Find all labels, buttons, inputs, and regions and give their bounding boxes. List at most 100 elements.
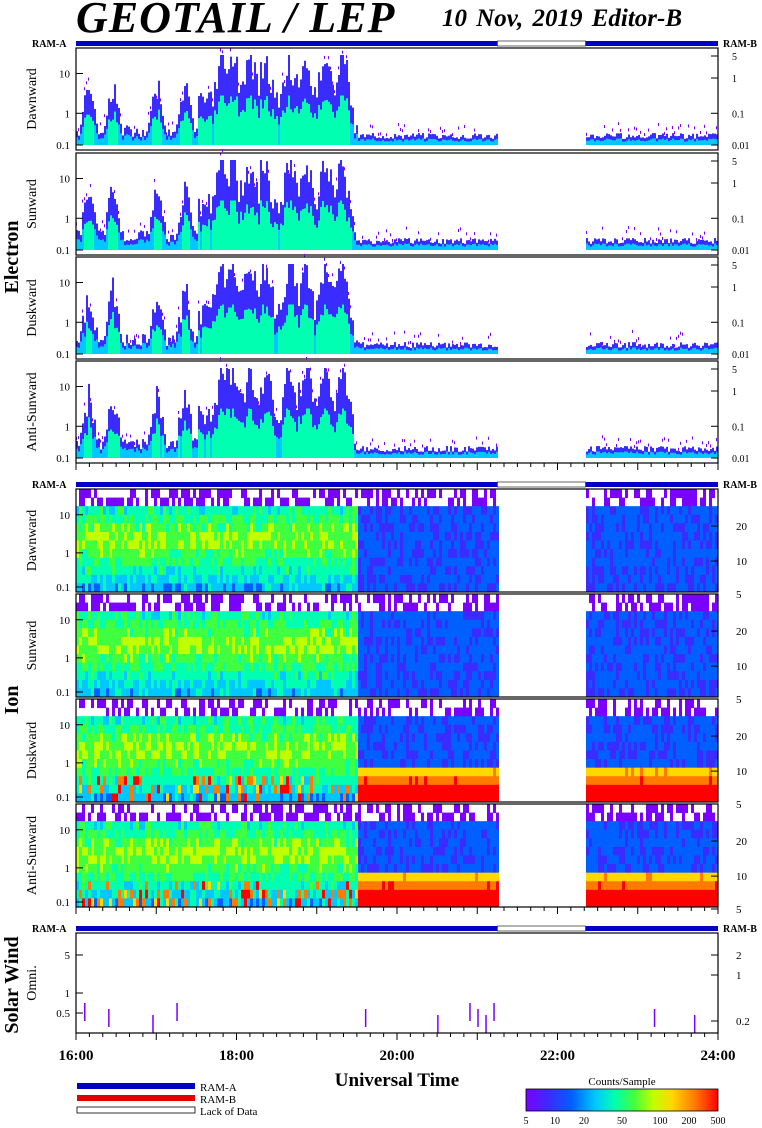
electron-panel-4-column-core: [82, 438, 84, 458]
electron-panel-1-column-core: [332, 111, 334, 145]
electron-panel-1-column-core: [344, 100, 346, 145]
ion-panel-2-cell: [91, 654, 94, 664]
ion-panel-1-cell: [421, 489, 424, 499]
ion-panel-1-cell: [700, 531, 703, 541]
ion-panel-1-cell: [328, 583, 331, 593]
electron-panel-3-column-core: [250, 309, 252, 354]
ion-panel-2-cell: [76, 654, 79, 664]
electron-panel-2-column-core: [474, 243, 476, 250]
ion-panel-1-cell: [304, 540, 307, 550]
ion-panel-1-cell: [196, 506, 199, 516]
ion-panel-1-cell: [283, 506, 286, 516]
ion-panel-1-cell: [211, 557, 214, 567]
electron-panel-1-column-core: [198, 118, 200, 145]
ion-panel-1-cell: [445, 549, 448, 559]
ion-panel-1-cell: [199, 557, 202, 567]
ion-panel-2-cell: [130, 671, 133, 681]
ion-panel-1-cell: [241, 583, 244, 593]
electron-panel-2-speckle: [84, 197, 85, 201]
electron-panel-1-speckle: [104, 114, 105, 118]
ion-panel-1-cell: [676, 506, 679, 516]
ion-panel-1-cell: [673, 557, 676, 567]
ion-panel-2-cell: [76, 619, 79, 629]
electron-panel-2-column-core: [78, 239, 80, 250]
electron-panel-1-speckle: [666, 127, 667, 131]
ion-panel-1-cell: [184, 523, 187, 533]
ion-panel-1-cell: [202, 506, 205, 516]
electron-panel-4-column-core: [228, 409, 230, 458]
electron-panel-1-speckle: [636, 127, 637, 131]
ion-panel-1-cell: [211, 566, 214, 576]
ion-panel-1-cell: [112, 540, 115, 550]
ion-panel-1-cell: [307, 540, 310, 550]
ion-panel-2-cell: [112, 679, 115, 689]
ion-panel-1-cell: [637, 540, 640, 550]
ion-panel-1-cell: [334, 557, 337, 567]
ion-panel-1-cell: [133, 574, 136, 584]
ion-panel-1-cell: [472, 540, 475, 550]
ion-panel-1-cell: [244, 497, 247, 507]
ion-panel-2-cell: [76, 602, 79, 612]
ion-panel-1-cell: [142, 540, 145, 550]
electron-panel-3-speckle: [370, 338, 371, 342]
ion-panel-1-cell: [691, 514, 694, 524]
electron-panel-4-column-core: [664, 452, 666, 458]
ion-panel-1-cell: [610, 583, 613, 593]
ion-panel-1-cell: [196, 540, 199, 550]
ion-panel-1-cell: [232, 506, 235, 516]
electron-panel-1-column-core: [712, 138, 714, 145]
ion-panel-1-cell: [382, 523, 385, 533]
electron-panel-1-column-core: [634, 140, 636, 145]
electron-panel-3-column-core: [322, 315, 324, 354]
ion-panel-1-cell: [454, 506, 457, 516]
ion-panel-1-cell: [97, 514, 100, 524]
ion-panel-1-cell: [118, 506, 121, 516]
ion-panel-2-cell: [163, 619, 166, 629]
ion-panel-1-cell: [682, 514, 685, 524]
ion-panel-1-cell: [382, 540, 385, 550]
electron-panel-2-column-core: [120, 240, 122, 250]
ion-panel-1-cell: [268, 549, 271, 559]
ion-panel-1-cell: [436, 574, 439, 584]
electron-panel-4-column-core: [192, 448, 194, 458]
ion-panel-1-cell: [166, 574, 169, 584]
ion-panel-2-cell: [151, 628, 154, 638]
ion-panel-1-cell: [466, 523, 469, 533]
ion-panel-1-cell: [397, 540, 400, 550]
ion-panel-1-cell: [259, 531, 262, 541]
ion-panel-1-cell: [292, 583, 295, 593]
ion-panel-1-cell: [139, 566, 142, 576]
ion-panel-2-cell: [112, 654, 115, 664]
ion-panel-1-cell: [313, 574, 316, 584]
ion-panel-1-cell: [262, 583, 265, 593]
electron-panel-2-column-core: [260, 200, 262, 250]
electron-panel-2-column-core: [324, 207, 326, 250]
ion-panel-1-cell: [199, 540, 202, 550]
ion-panel-2-cell: [100, 611, 103, 621]
electron-panel-4-column-core: [606, 453, 608, 458]
electron-panel-3-column-core: [410, 350, 412, 354]
electron-panel-3-column-core: [330, 314, 332, 354]
ion-panel-1-cell: [160, 523, 163, 533]
electron-panel-4-speckle: [702, 441, 703, 445]
electron-panel-1-column-core: [276, 116, 278, 145]
ion-panel-2-cell: [118, 611, 121, 621]
electron-panel-2-column-core: [388, 245, 390, 250]
ion-panel-1-cell: [325, 514, 328, 524]
electron-panel-3-column-core: [458, 350, 460, 354]
ion-panel-1-cell: [673, 497, 676, 507]
ion-panel-1-cell: [277, 557, 280, 567]
ion-panel-1-cell: [124, 557, 127, 567]
ion-panel-1-cell: [466, 574, 469, 584]
electron-panel-2-column-core: [368, 244, 370, 250]
ion-panel-1-cell: [271, 497, 274, 507]
ion-panel-1-cell: [208, 489, 211, 499]
ion-panel-1-cell: [115, 540, 118, 550]
electron-panel-1-column-core: [628, 139, 630, 145]
ion-panel-1-cell: [385, 557, 388, 567]
electron-panel-1-column-core: [688, 139, 690, 145]
electron-panel-1-column-core: [164, 134, 166, 145]
ion-panel-1-cell: [292, 506, 295, 516]
electron-panel-3-column-core: [210, 328, 212, 354]
electron-panel-4-column-core: [400, 454, 402, 458]
